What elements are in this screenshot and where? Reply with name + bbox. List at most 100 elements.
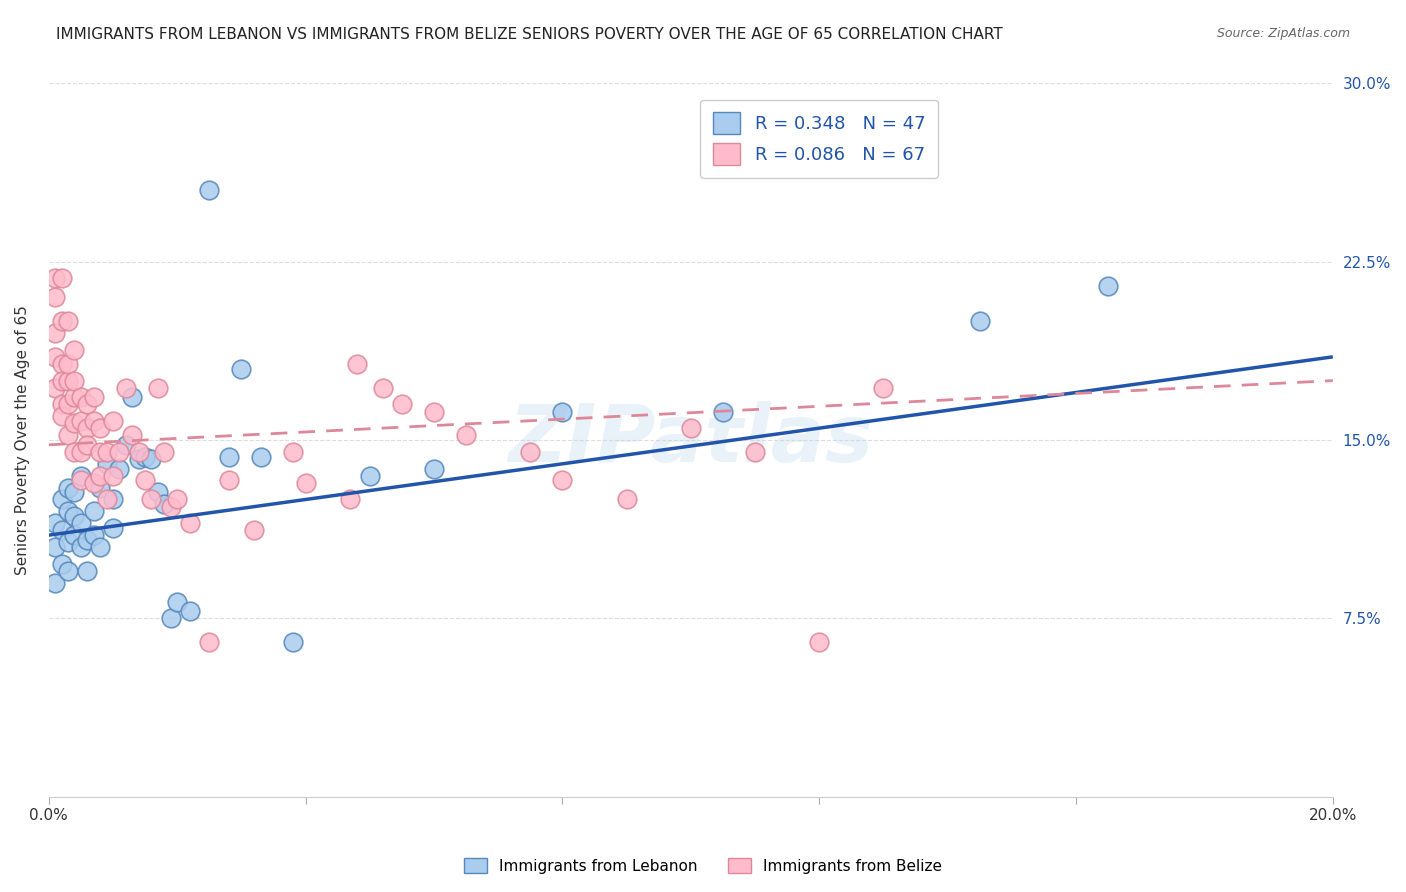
Point xyxy=(101,414,124,428)
Point xyxy=(56,314,79,328)
Point xyxy=(128,452,150,467)
Point xyxy=(83,475,105,490)
Point xyxy=(969,314,991,328)
Point xyxy=(76,438,98,452)
Point xyxy=(96,492,118,507)
Point xyxy=(146,485,169,500)
Point xyxy=(423,404,446,418)
Point xyxy=(121,428,143,442)
Point xyxy=(83,504,105,518)
Point xyxy=(63,485,86,500)
Point xyxy=(96,445,118,459)
Point xyxy=(121,390,143,404)
Point xyxy=(44,575,66,590)
Point xyxy=(44,350,66,364)
Point xyxy=(1097,278,1119,293)
Point xyxy=(63,390,86,404)
Point xyxy=(83,414,105,428)
Point xyxy=(63,343,86,357)
Point xyxy=(76,421,98,435)
Point xyxy=(346,357,368,371)
Point xyxy=(101,492,124,507)
Point xyxy=(198,183,221,197)
Point xyxy=(391,397,413,411)
Point xyxy=(294,475,316,490)
Point xyxy=(198,635,221,649)
Point xyxy=(551,474,574,488)
Point xyxy=(44,540,66,554)
Point xyxy=(872,381,894,395)
Point xyxy=(243,524,266,538)
Point xyxy=(114,438,136,452)
Point xyxy=(70,414,93,428)
Point xyxy=(454,428,477,442)
Point xyxy=(89,481,111,495)
Point xyxy=(101,468,124,483)
Point xyxy=(56,374,79,388)
Point xyxy=(51,314,73,328)
Legend: Immigrants from Lebanon, Immigrants from Belize: Immigrants from Lebanon, Immigrants from… xyxy=(458,852,948,880)
Point xyxy=(128,445,150,459)
Point xyxy=(51,374,73,388)
Point xyxy=(166,492,188,507)
Point xyxy=(101,521,124,535)
Point xyxy=(70,468,93,483)
Point xyxy=(51,271,73,285)
Point xyxy=(159,611,181,625)
Point xyxy=(146,381,169,395)
Point xyxy=(70,474,93,488)
Point xyxy=(51,397,73,411)
Point xyxy=(114,381,136,395)
Point xyxy=(141,452,163,467)
Point xyxy=(96,457,118,471)
Point xyxy=(281,445,304,459)
Point xyxy=(76,564,98,578)
Point xyxy=(159,500,181,514)
Point xyxy=(218,474,240,488)
Point xyxy=(44,290,66,304)
Point xyxy=(44,326,66,340)
Point xyxy=(70,516,93,531)
Point xyxy=(56,564,79,578)
Point xyxy=(89,468,111,483)
Point xyxy=(89,445,111,459)
Point xyxy=(44,271,66,285)
Point xyxy=(51,409,73,424)
Point xyxy=(179,516,201,531)
Point xyxy=(56,357,79,371)
Point xyxy=(51,557,73,571)
Point xyxy=(63,445,86,459)
Point xyxy=(179,604,201,618)
Point xyxy=(56,481,79,495)
Point xyxy=(63,374,86,388)
Point xyxy=(108,445,131,459)
Point xyxy=(153,497,176,511)
Point xyxy=(70,390,93,404)
Point xyxy=(89,421,111,435)
Point xyxy=(231,361,253,376)
Point xyxy=(519,445,541,459)
Point xyxy=(70,540,93,554)
Point xyxy=(51,492,73,507)
Point xyxy=(679,421,702,435)
Point xyxy=(141,492,163,507)
Point xyxy=(339,492,361,507)
Point xyxy=(134,450,156,464)
Point xyxy=(76,533,98,547)
Point xyxy=(44,516,66,531)
Point xyxy=(56,535,79,549)
Point xyxy=(134,474,156,488)
Point xyxy=(83,390,105,404)
Point xyxy=(70,445,93,459)
Point xyxy=(711,404,734,418)
Y-axis label: Seniors Poverty Over the Age of 65: Seniors Poverty Over the Age of 65 xyxy=(15,305,30,575)
Point xyxy=(153,445,176,459)
Point xyxy=(44,381,66,395)
Point xyxy=(551,404,574,418)
Point xyxy=(808,635,831,649)
Text: ZIPatlas: ZIPatlas xyxy=(508,401,873,479)
Point xyxy=(371,381,394,395)
Point xyxy=(166,595,188,609)
Point xyxy=(63,417,86,431)
Point xyxy=(281,635,304,649)
